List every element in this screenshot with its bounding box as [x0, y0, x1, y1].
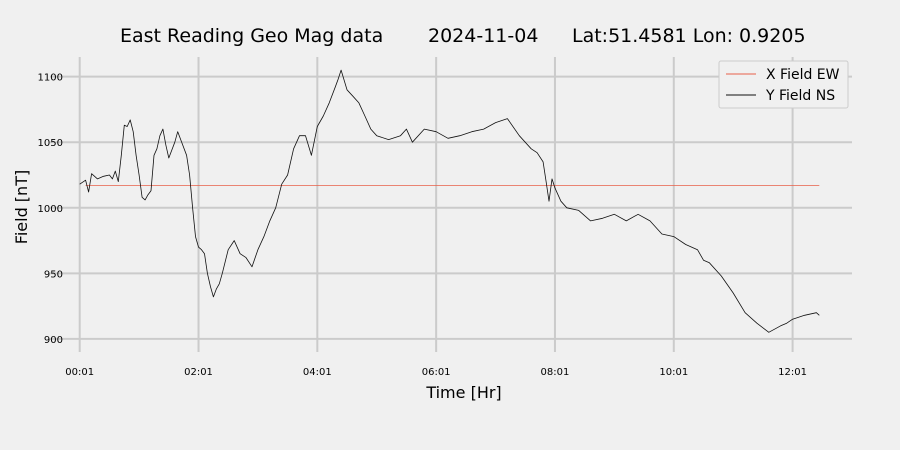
- y-tick-label: 950: [44, 269, 63, 280]
- y-tick-label: 900: [44, 335, 63, 346]
- legend: X Field EW Y Field NS: [718, 60, 849, 109]
- x-tick-label: 04:01: [303, 367, 332, 378]
- title-name: East Reading Geo Mag data: [120, 25, 383, 47]
- x-tick-label: 00:01: [65, 367, 94, 378]
- y-tick-label: 1050: [38, 138, 63, 149]
- legend-label: Y Field NS: [765, 88, 835, 104]
- chart-title: East Reading Geo Mag data 2024-11-04 Lat…: [120, 25, 806, 47]
- title-location: Lat:51.4581 Lon: 0.9205: [572, 25, 806, 47]
- y-tick-label: 1100: [38, 73, 63, 84]
- title-date: 2024-11-04: [428, 25, 538, 47]
- x-tick-label: 08:01: [541, 367, 570, 378]
- plot-area: 900 950 1000 1050 1100 00:01 02:01 04:01 06:01 08…: [38, 57, 852, 378]
- x-tick-label: 06:01: [422, 367, 451, 378]
- x-tick-label: 10:01: [659, 367, 688, 378]
- series-line-y-field-ns: [79, 69, 820, 333]
- x-tick-label: 12:01: [778, 367, 807, 378]
- y-axis-label: Field [nT]: [12, 170, 31, 244]
- legend-frame: [718, 60, 849, 109]
- legend-label: X Field EW: [766, 67, 840, 83]
- y-tick-label: 1000: [38, 204, 63, 215]
- x-tick-label: 02:01: [184, 367, 213, 378]
- x-axis-label: Time [Hr]: [425, 383, 501, 402]
